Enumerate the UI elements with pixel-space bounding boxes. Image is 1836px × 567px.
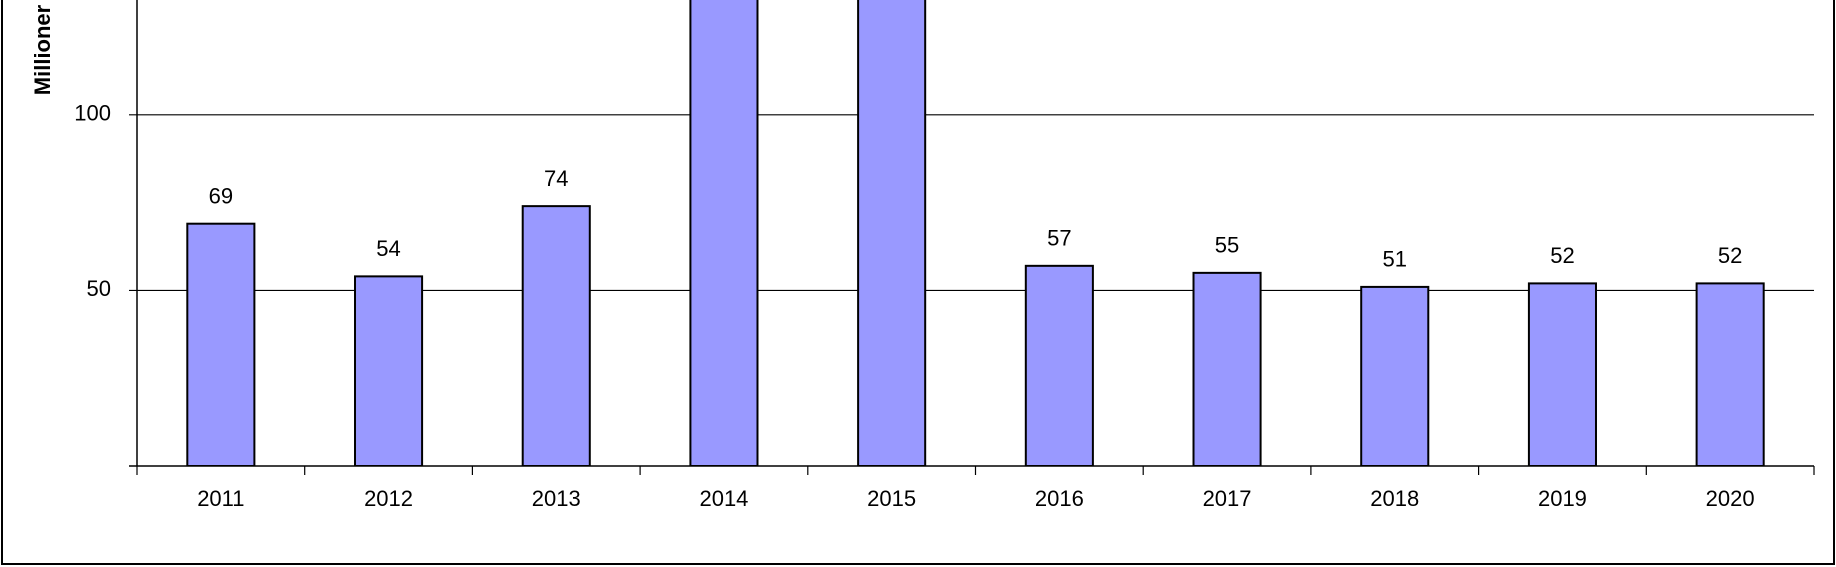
x-tick-label: 2012 bbox=[364, 486, 413, 511]
x-tick-label: 2015 bbox=[867, 486, 916, 511]
bar bbox=[354, 275, 424, 466]
y-tick-label: 50 bbox=[87, 276, 111, 301]
bar bbox=[1695, 282, 1765, 466]
value-label: 52 bbox=[1718, 243, 1742, 268]
x-tick-label: 2019 bbox=[1538, 486, 1587, 511]
x-tick-label: 2016 bbox=[1035, 486, 1084, 511]
bar bbox=[857, 0, 927, 466]
x-tick-label: 2011 bbox=[197, 486, 244, 511]
bar bbox=[186, 222, 256, 466]
y-axis-title: Millioner bbox=[30, 4, 55, 95]
value-label: 51 bbox=[1383, 247, 1407, 272]
bar bbox=[521, 205, 591, 466]
value-label: 55 bbox=[1215, 233, 1239, 258]
bar bbox=[1527, 282, 1597, 466]
bar bbox=[689, 0, 759, 466]
bar bbox=[1192, 271, 1262, 466]
value-label: 74 bbox=[544, 166, 568, 191]
value-label: 57 bbox=[1047, 226, 1071, 251]
bar bbox=[1360, 285, 1430, 466]
x-tick-label: 2013 bbox=[532, 486, 581, 511]
x-tick-label: 2018 bbox=[1370, 486, 1419, 511]
x-tick-label: 2014 bbox=[699, 486, 748, 511]
bars bbox=[186, 0, 1765, 466]
value-label: 54 bbox=[376, 236, 400, 261]
value-label: 52 bbox=[1550, 243, 1574, 268]
value-label: 69 bbox=[209, 184, 233, 209]
bar bbox=[1024, 264, 1094, 466]
x-tick-label: 2017 bbox=[1203, 486, 1252, 511]
x-tick-label: 2020 bbox=[1706, 486, 1755, 511]
y-tick-label: 100 bbox=[74, 101, 111, 126]
